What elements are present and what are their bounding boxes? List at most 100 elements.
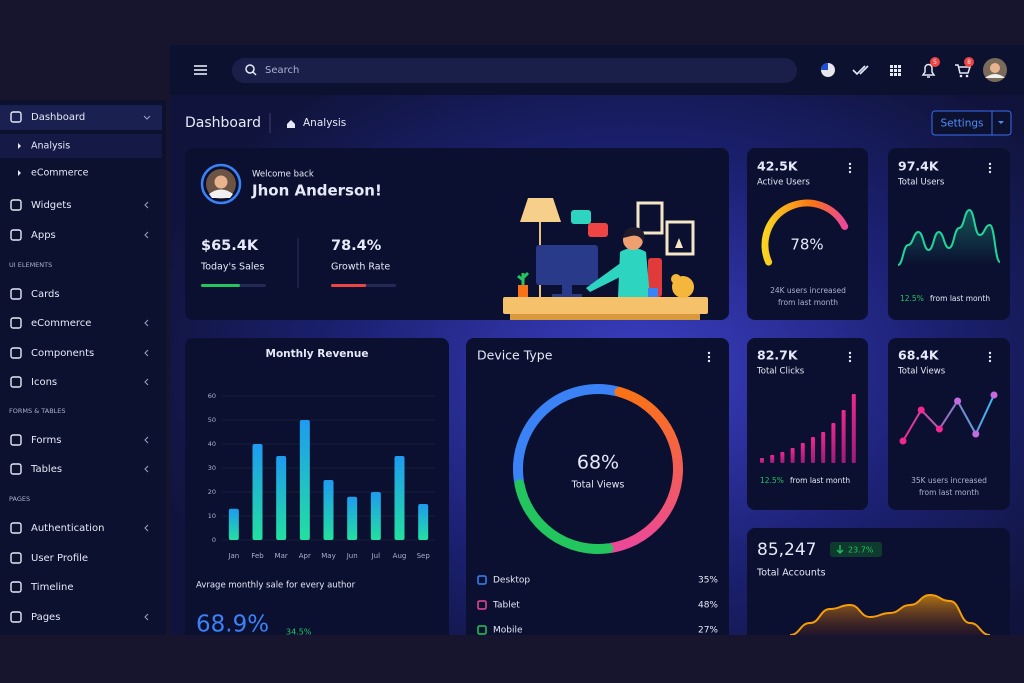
bar <box>347 496 358 540</box>
menu-item[interactable]: Analysis <box>31 141 70 152</box>
line-point <box>954 397 962 405</box>
x-tick-label: May <box>321 552 335 560</box>
menu-section: UI ELEMENTS <box>9 261 52 269</box>
menu-bullet <box>18 170 21 176</box>
caption: Avrage monthly sale for every author <box>196 581 356 591</box>
menu-item[interactable]: Authentication <box>31 523 104 534</box>
y-tick-label: 50 <box>208 416 216 424</box>
menu-item[interactable]: Cards <box>31 289 60 300</box>
stat-change: 12.5% <box>900 294 924 303</box>
menu-icon <box>10 434 22 446</box>
stat-note: from last month <box>919 488 979 497</box>
menu-icon <box>10 288 22 300</box>
menu-item[interactable]: User Profile <box>31 553 88 564</box>
bar <box>276 456 287 540</box>
line-point <box>899 437 907 445</box>
menu-icon <box>10 376 22 388</box>
y-tick-label: 20 <box>208 488 216 496</box>
menu-item[interactable]: eCommerce <box>31 168 89 179</box>
stat-label: Total Users <box>897 178 945 188</box>
bar <box>821 432 826 463</box>
stat-value: 78.4% <box>331 238 382 254</box>
menu-icon <box>10 552 22 564</box>
illustration <box>503 198 708 320</box>
stat-label: Total Accounts <box>756 568 826 579</box>
area-line <box>789 593 991 635</box>
apps-icon[interactable] <box>890 65 901 76</box>
card-title: Monthly Revenue <box>266 348 369 360</box>
notification-badge <box>930 57 940 67</box>
search-box[interactable] <box>232 58 797 83</box>
menu-item[interactable]: Icons <box>31 377 57 388</box>
bar <box>780 452 785 463</box>
line-point <box>935 425 943 433</box>
legend-icon <box>477 575 487 585</box>
breadcrumb-current[interactable]: Analysis <box>303 117 346 129</box>
active-users-card <box>747 148 868 320</box>
change-arrow <box>836 545 844 554</box>
menu-active-bg <box>0 134 162 158</box>
language-flag <box>821 63 828 70</box>
menu-icon <box>10 317 22 329</box>
menu-item[interactable]: Forms <box>31 435 61 446</box>
menu-icon <box>10 463 22 475</box>
legend-icon <box>477 600 487 610</box>
stat-note: from last month <box>790 476 850 485</box>
device-type-card <box>466 338 729 635</box>
bar <box>323 480 334 540</box>
search-placeholder: Search <box>265 65 299 76</box>
x-tick-label: Sep <box>417 552 431 560</box>
progress-bar <box>331 284 367 287</box>
x-tick-label: Apr <box>299 552 311 560</box>
average-value: 68.9% <box>196 612 269 638</box>
user-avatar <box>990 63 1000 73</box>
welcome-avatar <box>209 189 233 198</box>
stat-label: Total Clicks <box>756 367 805 377</box>
menu-item[interactable]: Apps <box>31 230 56 241</box>
stat-note: 24K users increased <box>770 286 846 295</box>
change-badge <box>830 542 882 557</box>
settings-label: Settings <box>940 118 983 130</box>
stat-value: 85,247 <box>757 540 816 560</box>
menu-section: FORMS & TABLES <box>9 407 66 415</box>
area-line <box>897 208 1001 266</box>
menu-active-bg <box>0 105 162 130</box>
search-icon <box>245 64 255 74</box>
settings-button[interactable] <box>931 110 1012 136</box>
y-tick-label: 0 <box>212 536 216 544</box>
stat-value: 42.5K <box>757 159 799 174</box>
menu-toggle[interactable] <box>194 65 207 75</box>
menu-item[interactable]: Tables <box>30 464 62 475</box>
x-tick-label: Aug <box>393 552 407 560</box>
sidebar-menu: Dashboard Analysis eCommerce Widgets Apps UI … <box>0 105 162 623</box>
menu-item[interactable]: Dashboard <box>31 112 85 123</box>
total-clicks-card <box>747 338 868 510</box>
menu-item[interactable]: Pages <box>31 612 60 623</box>
menu-item[interactable]: Timeline <box>30 582 74 593</box>
line-point <box>990 391 998 399</box>
menu-icon <box>10 522 22 534</box>
welcome-greeting: Welcome back <box>252 170 314 180</box>
sidebar <box>0 100 166 635</box>
stat-note: 35K users increased <box>911 476 987 485</box>
stat-value: $65.4K <box>201 238 259 254</box>
menu-item[interactable]: Components <box>31 348 94 359</box>
donut-segment <box>513 384 622 487</box>
notification-count: 5 <box>933 59 937 66</box>
monthly-revenue-card <box>185 338 449 635</box>
menu-chevron <box>144 436 149 444</box>
legend-name: Mobile <box>493 626 523 636</box>
cart-icon[interactable] <box>955 64 972 74</box>
notification-icon[interactable] <box>921 63 936 78</box>
mark-read-icon[interactable] <box>852 65 869 76</box>
content: Dashboard Analysis Settings Welcome back… <box>185 110 1012 638</box>
stat-label: Today's Sales <box>200 262 264 273</box>
area-fill <box>790 595 990 635</box>
menu-icon <box>10 611 22 623</box>
menu-item[interactable]: Widgets <box>31 200 71 211</box>
settings-dropdown[interactable] <box>998 121 1004 124</box>
bar <box>851 394 856 463</box>
menu-item[interactable]: eCommerce <box>31 318 91 329</box>
menu-chevron <box>144 201 149 209</box>
bar <box>394 456 405 540</box>
